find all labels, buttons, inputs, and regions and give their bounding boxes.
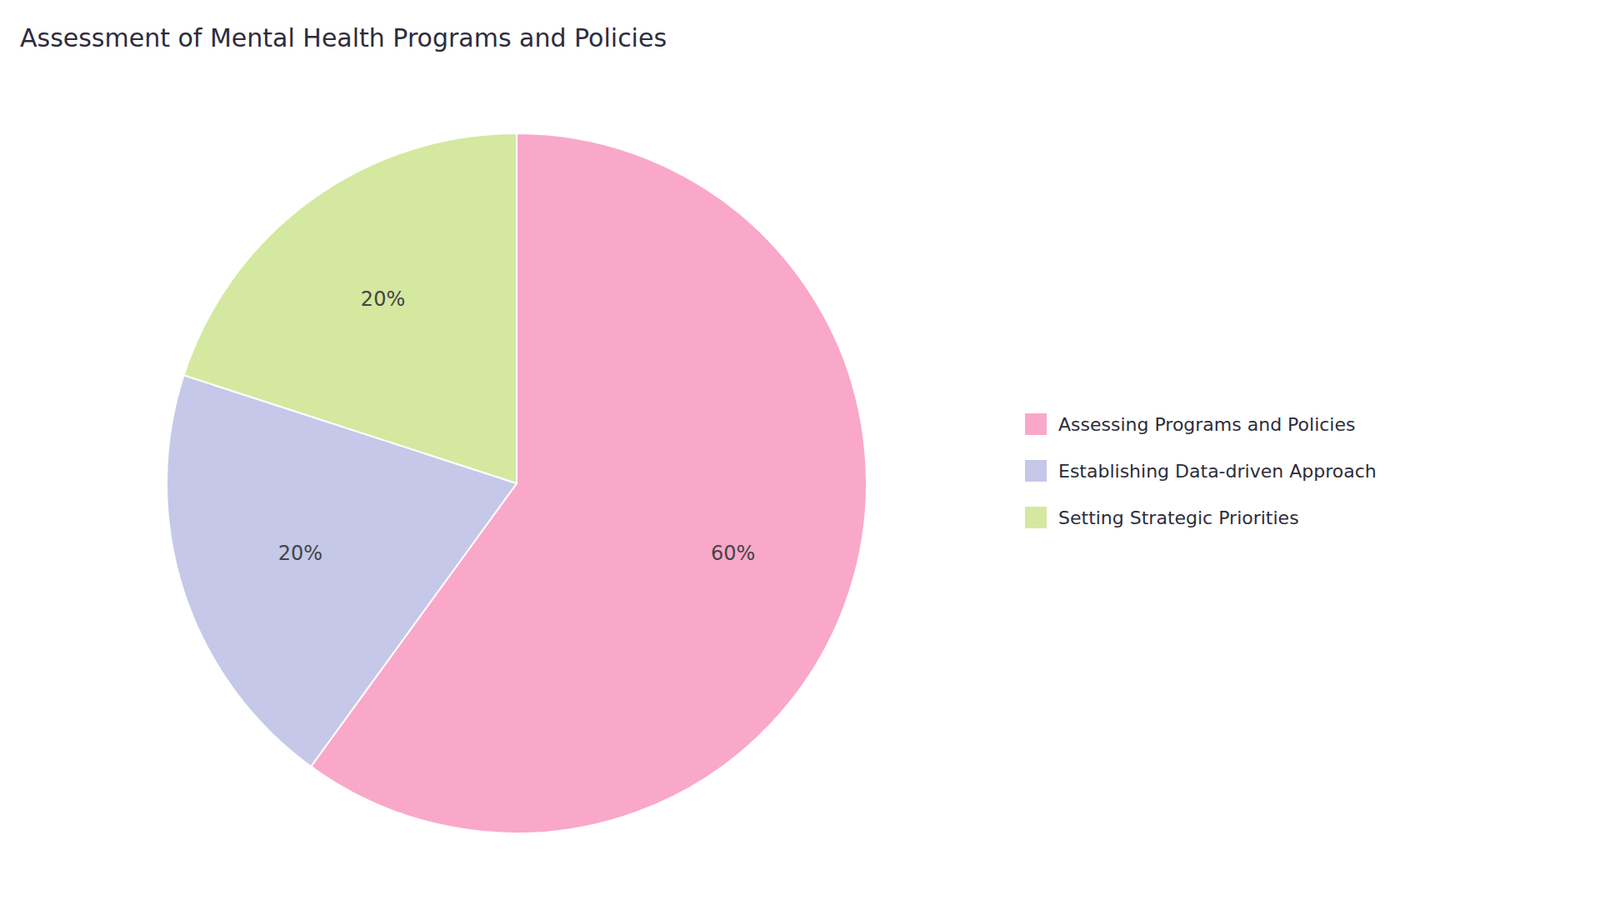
title: Assessment of Mental Health Programs and… [20, 23, 667, 53]
data-labels: 60% 20% 20% [278, 287, 756, 565]
data-label: 20% [360, 287, 405, 311]
pie: 60% 20% 20% [166, 133, 867, 834]
legend-swatch [1025, 506, 1047, 529]
legend: Assessing Programs and Policies Establish… [1025, 413, 1377, 529]
data-label: 60% [710, 541, 755, 565]
slice [184, 133, 517, 484]
legend-item: Assessing Programs and Policies [1025, 413, 1355, 435]
legend-label: Assessing Programs and Policies [1058, 414, 1355, 435]
legend-item: Establishing Data-driven Approach [1025, 460, 1377, 482]
legend-label: Establishing Data-driven Approach [1058, 460, 1377, 482]
legend-swatch [1025, 413, 1047, 435]
legend-item: Setting Strategic Priorities [1025, 506, 1300, 529]
legend-label: Setting Strategic Priorities [1058, 507, 1300, 529]
legend-swatch [1025, 460, 1047, 482]
slices [166, 133, 867, 834]
data-label: 20% [278, 541, 323, 565]
chart: Assessment of Mental Health Programs and… [0, 0, 1600, 900]
